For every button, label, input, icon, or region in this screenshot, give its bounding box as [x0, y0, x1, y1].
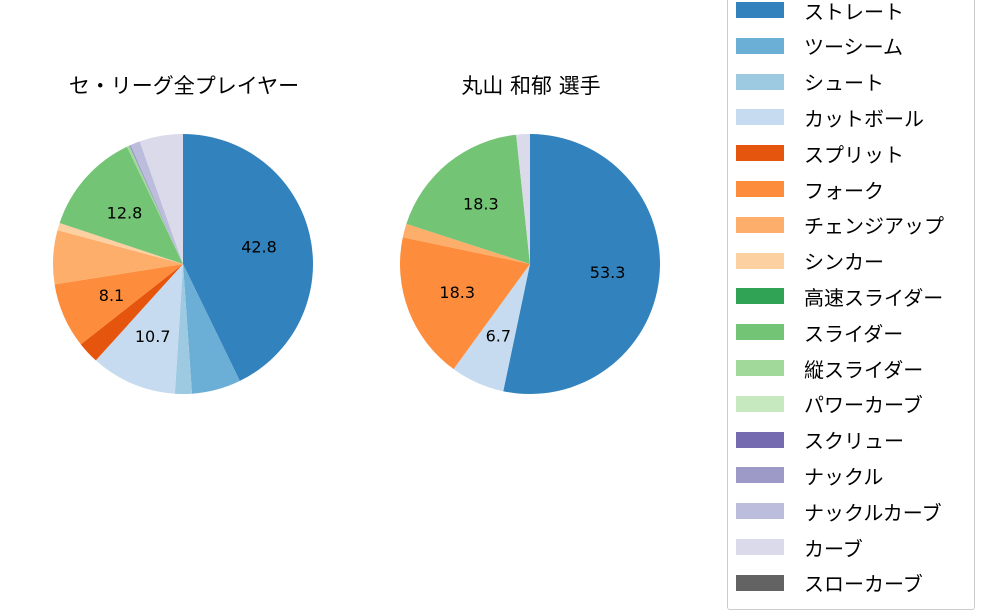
legend-item: スライダー	[728, 320, 904, 346]
pie-slice-label: 6.7	[486, 326, 511, 345]
legend-label: スライダー	[804, 321, 904, 346]
pie-slice	[80, 264, 183, 361]
legend-swatch	[736, 2, 784, 18]
pie-slice	[59, 146, 183, 264]
legend-label: スクリュー	[804, 429, 904, 454]
legend-label: フォーク	[804, 178, 884, 203]
legend-swatch	[736, 288, 784, 305]
pie-slice	[95, 264, 183, 394]
legend-swatch	[736, 109, 784, 126]
right-chart-title: 丸山 和郁 選手	[461, 74, 601, 98]
legend-swatch	[736, 252, 784, 269]
legend-swatch	[736, 324, 784, 341]
legend-item: スプリット	[728, 141, 904, 167]
pie-slice	[503, 134, 661, 394]
legend-item: フォーク	[728, 177, 884, 203]
pie-slice	[183, 134, 313, 381]
legend-item: 高速スライダー	[728, 284, 944, 310]
legend-label: ナックルカーブ	[804, 500, 942, 525]
legend-label: ストレート	[804, 0, 904, 24]
legend-swatch	[736, 216, 784, 233]
legend-label: スプリット	[804, 142, 904, 167]
legend-item: スローカーブ	[728, 571, 923, 597]
legend-label: カーブ	[804, 536, 863, 561]
pie-slice-label: 42.8	[241, 238, 277, 257]
left-chart-title: セ・リーグ全プレイヤー	[68, 74, 300, 98]
legend-label: 縦スライダー	[804, 357, 924, 382]
pie-slice	[139, 134, 183, 264]
pie-slice-label: 18.3	[463, 194, 499, 213]
pie-slice-label: 18.3	[439, 283, 475, 302]
legend: ストレートツーシームシュートカットボール スプリットフォークチェンジアップ シンカー…	[727, 0, 975, 610]
legend-item: シュート	[728, 70, 884, 96]
pie-slice	[183, 264, 240, 394]
pie-slice	[53, 230, 183, 285]
legend-item: チェンジアップ	[728, 213, 944, 239]
legend-item: ツーシーム	[728, 34, 903, 60]
legend-swatch	[736, 431, 784, 448]
pie-slice-label: 12.8	[107, 203, 143, 222]
legend-item: カットボール	[728, 105, 924, 131]
pie-left: 42.8 10.7 8.1 12.8	[53, 134, 313, 394]
legend-item: ストレート	[728, 0, 904, 24]
pie-slice	[516, 134, 530, 264]
legend-item: パワーカーブ	[728, 392, 923, 418]
pie-slice-label: 10.7	[135, 327, 171, 346]
legend-swatch	[736, 360, 784, 376]
legend-item: カーブ	[728, 535, 863, 561]
legend-label: スローカーブ	[804, 572, 923, 597]
legend-label: ツーシーム	[804, 35, 903, 60]
pie-slice	[402, 223, 530, 264]
pie-slice	[130, 141, 183, 264]
legend-swatch	[736, 395, 784, 412]
pie-slice	[126, 145, 183, 264]
legend-label: 高速スライダー	[804, 285, 944, 310]
pie-slice	[174, 264, 192, 394]
legend-swatch	[736, 145, 784, 162]
legend-label: カットボール	[804, 106, 924, 131]
legend-label: チェンジアップ	[804, 214, 944, 239]
pie-slice-label: 8.1	[99, 286, 124, 305]
pie-slice	[129, 145, 183, 264]
pie-slice	[406, 134, 530, 264]
legend-item: 縦スライダー	[728, 356, 924, 382]
legend-swatch	[736, 73, 784, 90]
legend-swatch	[736, 467, 784, 484]
legend-swatch	[736, 539, 784, 555]
legend-item: ナックルカーブ	[728, 499, 942, 525]
legend-label: パワーカーブ	[804, 393, 923, 418]
legend-swatch	[736, 37, 784, 54]
pie-slice-label: 53.3	[590, 263, 626, 282]
legend-label: シュート	[804, 71, 884, 96]
legend-label: ナックル	[804, 464, 884, 489]
legend-item: シンカー	[728, 249, 884, 275]
legend-item: ナックル	[728, 463, 884, 489]
pie-slice	[54, 264, 183, 345]
legend-swatch	[736, 574, 784, 591]
pie-slice	[400, 237, 530, 370]
legend-item: スクリュー	[728, 428, 904, 454]
pie-slice	[453, 264, 530, 392]
legend-swatch	[736, 181, 784, 197]
pie-right: 53.3 6.7 18.3 18.3	[400, 134, 661, 394]
legend-label: シンカー	[804, 250, 884, 275]
legend-swatch	[736, 503, 784, 520]
pie-slice	[57, 223, 184, 264]
